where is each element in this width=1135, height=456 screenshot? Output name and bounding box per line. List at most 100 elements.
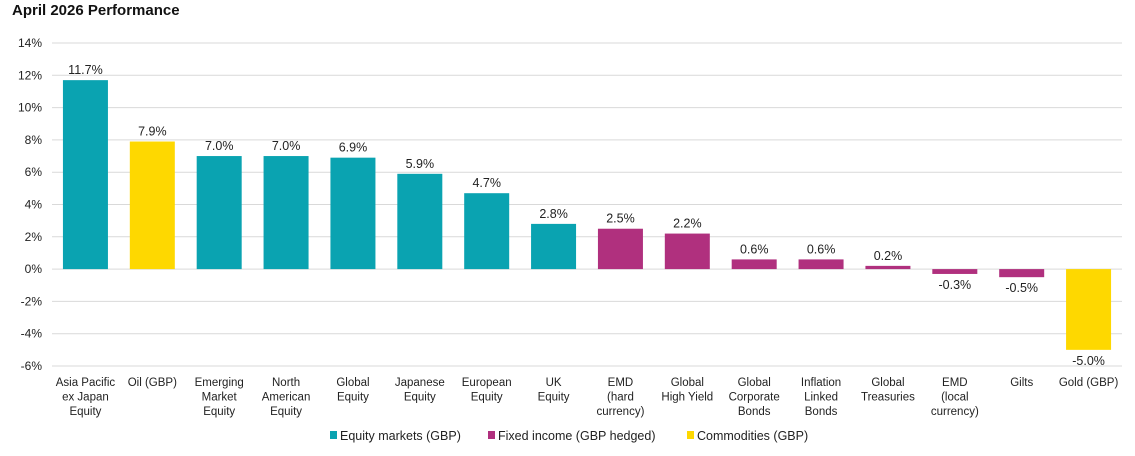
category-label-line: (local: [941, 392, 968, 404]
category-label: Inflation Linked Bonds: [801, 377, 841, 418]
category-label-line: Equity: [337, 392, 369, 404]
legend-swatch: [687, 431, 694, 439]
category-label-line: Linked: [804, 392, 838, 404]
data-label: 0.6%: [740, 242, 769, 256]
category-label-line: Emerging: [195, 377, 244, 389]
category-label: Global High Yield: [661, 377, 713, 404]
category-label-line: Bonds: [738, 406, 771, 418]
bar: [597, 228, 643, 270]
legend-swatch: [488, 431, 495, 439]
category-label: Gold (GBP): [1059, 377, 1119, 389]
category-label: Global Treasuries: [861, 377, 915, 404]
category-label-line: American: [262, 392, 311, 404]
category-label-line: Global: [336, 377, 369, 389]
data-label: 7.0%: [205, 139, 234, 153]
category-label-line: Equity: [471, 392, 503, 404]
category-label-line: Gilts: [1010, 377, 1033, 389]
bar: [999, 269, 1045, 278]
bar: [865, 265, 911, 270]
legend-label: Commodities (GBP): [697, 429, 808, 443]
bar: [531, 223, 577, 270]
bars: [62, 80, 1112, 350]
data-label: 4.7%: [472, 176, 501, 190]
category-label: UK Equity: [538, 377, 570, 404]
category-label-line: Asia Pacific: [56, 377, 116, 389]
data-label: 2.2%: [673, 217, 702, 231]
category-label-line: Equity: [538, 392, 570, 404]
data-label: 2.5%: [606, 212, 635, 226]
category-label-line: Global: [738, 377, 771, 389]
y-tick-label: -2%: [21, 294, 43, 308]
y-tick-label: 12%: [18, 68, 42, 82]
bar: [798, 259, 844, 270]
legend: Equity markets (GBP) Fixed income (GBP he…: [330, 429, 808, 443]
category-label-line: Bonds: [805, 406, 838, 418]
y-tick-label: -4%: [21, 327, 43, 341]
category-label-line: Equity: [404, 392, 436, 404]
category-label-line: Equity: [69, 406, 101, 418]
category-label-line: Market: [202, 392, 238, 404]
category-labels: Asia Pacific ex Japan Equity Oil (GBP) Emerg…: [56, 377, 1119, 418]
data-label: 11.7%: [68, 63, 103, 77]
data-label: 2.8%: [539, 207, 568, 221]
category-label-line: EMD: [942, 377, 968, 389]
data-label: 7.9%: [138, 125, 167, 139]
bar: [1066, 269, 1112, 350]
category-label-line: Equity: [203, 406, 235, 418]
bar: [330, 157, 376, 270]
category-label: Emerging Market Equity: [195, 377, 244, 418]
category-label-line: Equity: [270, 406, 302, 418]
category-label: North American Equity: [262, 377, 311, 418]
category-label-line: Global: [671, 377, 704, 389]
bar: [464, 193, 510, 270]
y-tick-label: 0%: [25, 262, 43, 276]
category-label-line: Global: [871, 377, 904, 389]
category-label: EMD (hard currency): [596, 377, 644, 418]
category-label: Global Equity: [336, 377, 369, 404]
y-tick-label: 8%: [25, 133, 43, 147]
category-label-line: ex Japan: [62, 392, 109, 404]
y-axis-ticks: -6% -4% -2% 0% 2% 4% 6% 8% 10% 12% 14%: [18, 36, 42, 373]
bar: [664, 233, 710, 270]
y-tick-label: 14%: [18, 36, 42, 50]
data-label: -5.0%: [1072, 354, 1105, 368]
category-label-line: EMD: [608, 377, 634, 389]
y-tick-label: 10%: [18, 101, 42, 115]
y-tick-label: 6%: [25, 165, 43, 179]
category-label-line: currency): [931, 406, 979, 418]
legend-label: Fixed income (GBP hedged): [498, 429, 656, 443]
category-label: European Equity: [462, 377, 512, 404]
y-tick-label: 2%: [25, 230, 43, 244]
data-label: 0.2%: [874, 249, 903, 263]
legend-swatch: [330, 431, 337, 439]
category-label-line: Gold (GBP): [1059, 377, 1119, 389]
category-label: Japanese Equity: [395, 377, 445, 404]
category-label: Oil (GBP): [128, 377, 177, 389]
category-label-line: Inflation: [801, 377, 841, 389]
data-label: 5.9%: [406, 157, 435, 171]
category-label-line: UK: [546, 377, 562, 389]
bar: [129, 141, 175, 270]
bar: [731, 259, 777, 270]
category-label-line: (hard: [607, 392, 634, 404]
bar: [62, 80, 108, 270]
category-label-line: European: [462, 377, 512, 389]
data-label: -0.5%: [1005, 281, 1038, 295]
bar: [932, 269, 978, 274]
category-label-line: High Yield: [661, 392, 713, 404]
category-label-line: Oil (GBP): [128, 377, 177, 389]
data-labels: 11.7% 7.9% 7.0% 7.0% 6.9% 5.9% 4.7% 2.8% 2.5% 2.2…: [68, 63, 1105, 368]
category-label-line: Japanese: [395, 377, 445, 389]
data-label: 0.6%: [807, 242, 836, 256]
data-label: 7.0%: [272, 139, 301, 153]
chart-title: April 2026 Performance: [12, 2, 180, 19]
category-label: Global Corporate Bonds: [729, 377, 780, 418]
bar: [263, 156, 309, 270]
category-label-line: Treasuries: [861, 392, 915, 404]
bar: [196, 156, 242, 270]
y-tick-label: -6%: [21, 359, 43, 373]
category-label: Asia Pacific ex Japan Equity: [56, 377, 116, 418]
legend-label: Equity markets (GBP): [340, 429, 461, 443]
y-tick-label: 4%: [25, 198, 43, 212]
